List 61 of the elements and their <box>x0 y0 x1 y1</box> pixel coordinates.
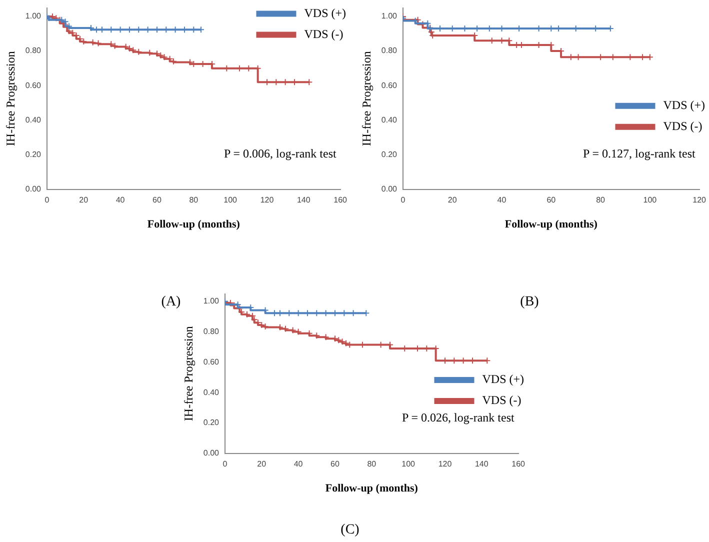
x-tick-label: 20 <box>257 459 267 468</box>
x-tick-label: 40 <box>294 459 304 468</box>
y-tick-label: 0.20 <box>25 150 42 160</box>
y-tick-label: 0.80 <box>381 46 398 56</box>
y-tick-label: 1.00 <box>25 12 42 21</box>
x-tick-label: 60 <box>330 459 340 468</box>
x-tick-label: 140 <box>296 195 311 204</box>
x-tick-label: 0 <box>400 195 406 204</box>
y-tick-label: 1.00 <box>203 296 220 306</box>
legend-label: VDS (-) <box>482 393 522 408</box>
y-tick-label: 0.40 <box>203 388 220 397</box>
y-tick-label: 0.00 <box>203 448 220 458</box>
x-axis-title: Follow-up (months) <box>504 218 598 230</box>
x-tick-label: 60 <box>152 195 162 204</box>
y-tick-label: 0.60 <box>381 80 398 90</box>
x-tick-label: 120 <box>260 195 274 204</box>
x-tick-label: 120 <box>692 195 707 204</box>
x-tick-label: 40 <box>497 195 507 204</box>
x-tick-label: 100 <box>224 195 238 204</box>
annotation: P = 0.006, log-rank test <box>224 146 337 161</box>
x-tick-label: 80 <box>596 195 606 204</box>
y-tick-label: 1.00 <box>381 12 398 21</box>
text: (B) <box>520 294 540 310</box>
legend-label: VDS (+) <box>482 372 524 386</box>
legend-label: VDS (-) <box>304 26 344 41</box>
x-tick-label: 0 <box>44 195 50 204</box>
y-tick-label: 0.00 <box>25 184 42 194</box>
x-tick-label: 100 <box>643 195 658 204</box>
x-tick-label: 160 <box>512 459 526 468</box>
annotation: P = 0.127, log-rank test <box>583 146 696 161</box>
x-tick-label: 60 <box>546 195 556 204</box>
x-tick-label: 120 <box>438 459 452 468</box>
x-tick-label: 0 <box>222 459 228 468</box>
y-tick-label: 0.60 <box>203 357 220 366</box>
x-tick-label: 160 <box>334 195 348 204</box>
y-tick-label: 0.60 <box>25 80 42 90</box>
x-tick-label: 20 <box>79 195 89 204</box>
x-tick-label: 100 <box>402 459 416 468</box>
y-tick-label: 0.40 <box>381 115 398 124</box>
x-axis-title: Follow-up (months) <box>325 482 418 494</box>
x-tick-label: 80 <box>367 459 377 468</box>
y-axis-title: IH-free Progression <box>181 326 196 422</box>
y-tick-label: 0.20 <box>203 418 220 428</box>
y-tick-label: 0.80 <box>203 327 220 336</box>
y-tick-label: 0.20 <box>381 150 398 160</box>
text: (A) <box>161 294 182 310</box>
y-tick-label: 0.80 <box>25 46 42 56</box>
legend-label: VDS (-) <box>663 119 702 134</box>
legend-label: VDS (+) <box>663 98 706 112</box>
y-axis-title: IH-free Progression <box>3 51 18 146</box>
legend-label: VDS (+) <box>304 6 346 20</box>
x-tick-label: 140 <box>474 459 489 468</box>
x-axis-title: Follow-up (months) <box>147 218 240 230</box>
y-axis-title: IH-free Progression <box>359 51 374 146</box>
y-tick-label: 0.40 <box>25 115 42 124</box>
annotation: P = 0.026, log-rank test <box>402 410 515 425</box>
text: (C) <box>340 522 360 538</box>
y-tick-label: 0.00 <box>381 184 398 194</box>
x-tick-label: 40 <box>116 195 126 204</box>
x-tick-label: 80 <box>189 195 199 204</box>
x-tick-label: 20 <box>448 195 458 204</box>
